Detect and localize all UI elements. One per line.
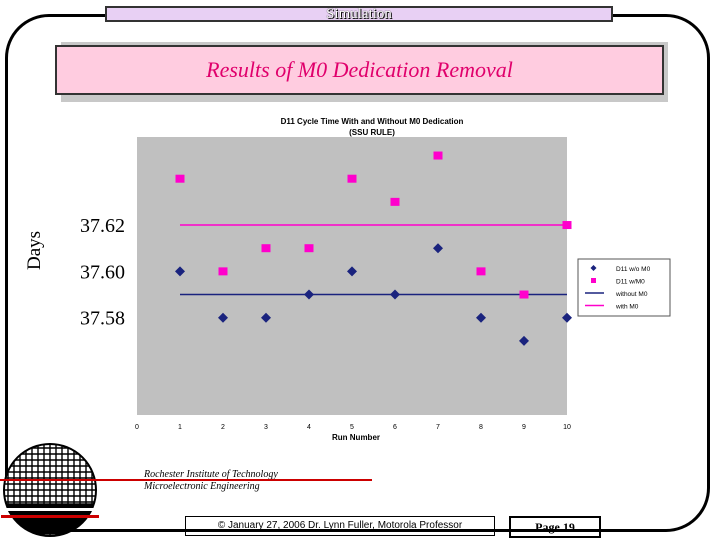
point-with-m0 (261, 244, 271, 253)
point-without-m0 (261, 312, 271, 323)
x-tick-label: 9 (522, 424, 526, 431)
x-tick-label: 3 (264, 424, 268, 431)
x-tick-label: 0 (135, 424, 139, 431)
point-without-m0 (433, 243, 443, 254)
point-with-m0 (218, 267, 228, 276)
page-number: Page 19 (535, 520, 575, 534)
point-with-m0 (476, 267, 486, 276)
x-tick-label: 6 (393, 424, 397, 431)
legend-swatch (591, 278, 596, 283)
x-tick-label: 2 (221, 424, 225, 431)
legend: D11 w/o M0 D11 w/M0 without M0 with M0 (577, 258, 671, 317)
section-banner-text: Simulation (326, 6, 392, 22)
point-without-m0 (562, 312, 572, 323)
y-tick-label: 37.60 (80, 261, 125, 283)
institution-text: Rochester Institute of Technology Microe… (144, 469, 278, 493)
legend-label: D11 w/M0 (616, 279, 645, 286)
point-with-m0 (175, 174, 185, 183)
legend-label: D11 w/o M0 (616, 266, 651, 273)
legend-label: without M0 (615, 291, 648, 298)
slide-title: Results of M0 Dedication Removal (206, 57, 513, 82)
point-without-m0 (304, 289, 314, 300)
point-without-m0 (218, 312, 228, 323)
institution-line-2: Microelectronic Engineering (144, 481, 260, 492)
x-tick-label: 1 (178, 424, 182, 431)
page-number-box: Page 19 (509, 516, 601, 538)
x-axis-label: Run Number (332, 433, 380, 442)
point-without-m0 (175, 266, 185, 277)
copyright-text: © January 27, 2006 Dr. Lynn Fuller, Moto… (217, 520, 463, 531)
chart-title: D11 Cycle Time With and Without M0 Dedic… (281, 117, 464, 126)
institution-line-1: Rochester Institute of Technology (144, 469, 278, 480)
point-with-m0 (519, 290, 529, 299)
point-with-m0 (347, 174, 357, 183)
legend-swatch (590, 265, 597, 271)
x-tick-label: 7 (436, 424, 440, 431)
point-with-m0 (304, 244, 314, 253)
point-without-m0 (476, 312, 486, 323)
y-axis-label: Days (24, 230, 45, 270)
point-with-m0 (390, 197, 400, 206)
section-banner: Simulation (105, 6, 613, 22)
y-tick-label: 37.62 (80, 215, 125, 237)
point-without-m0 (519, 335, 529, 346)
red-divider (0, 479, 372, 481)
point-without-m0 (390, 289, 400, 300)
rit-logo-icon (1, 443, 99, 537)
copyright-box: © January 27, 2006 Dr. Lynn Fuller, Moto… (185, 516, 495, 536)
x-tick-label: 4 (307, 424, 311, 431)
x-tick-label: 5 (350, 424, 354, 431)
x-tick-label: 10 (563, 424, 571, 431)
point-with-m0 (433, 151, 443, 160)
legend-label: with M0 (615, 304, 639, 311)
chart-subtitle: (SSU RULE) (349, 128, 395, 137)
point-with-m0 (562, 221, 572, 230)
point-without-m0 (347, 266, 357, 277)
x-tick-label: 8 (479, 424, 483, 431)
y-tick-label: 37.58 (80, 308, 125, 330)
title-box: Results of M0 Dedication Removal (55, 45, 664, 95)
